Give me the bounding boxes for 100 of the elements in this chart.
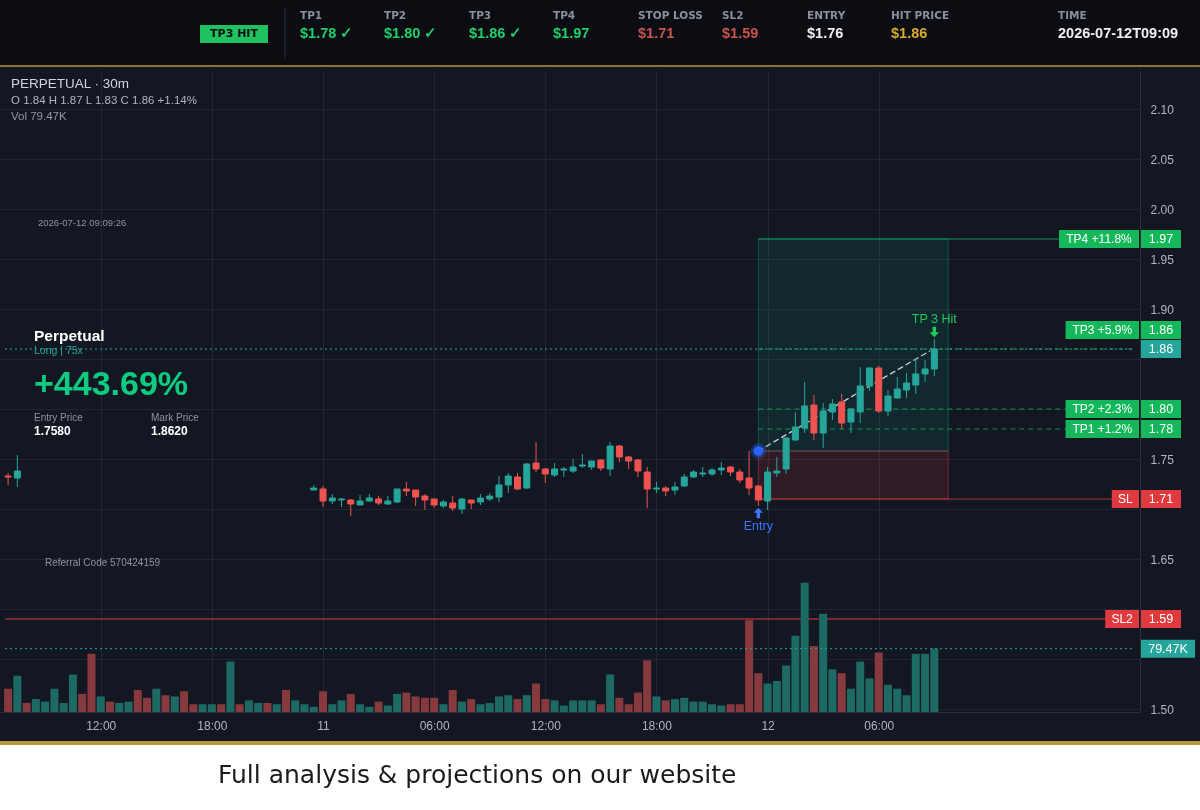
bar (170, 696, 179, 712)
annotation: 1.7580 (34, 424, 72, 438)
chart-title: PERPETUAL · 30m (11, 76, 130, 91)
legend-label: TP3 +5.9% (1072, 323, 1133, 337)
bar (281, 690, 290, 712)
bar (328, 704, 337, 712)
annotation: 1.8620 (151, 424, 189, 438)
candlestick (912, 358, 920, 395)
annotation: Vol 79.47K (11, 110, 67, 122)
annotation: 1.97 (1148, 232, 1174, 246)
annotation: 1.86 (1148, 323, 1174, 337)
candlestick (838, 393, 846, 430)
bar (652, 696, 661, 712)
bar (217, 704, 226, 712)
bar (235, 704, 244, 712)
bar (346, 693, 355, 712)
annotation: 2026-07-12 09:09:26 (38, 217, 127, 228)
candlestick (569, 458, 577, 474)
annotation: Entry (743, 519, 774, 533)
bar (457, 701, 466, 712)
bar (319, 691, 328, 712)
text: $1.78 ✓ (300, 25, 354, 41)
x-tick-label: 12:00 (530, 718, 562, 733)
bar (13, 675, 22, 712)
annotation: 1.71 (1148, 492, 1174, 506)
candlestick (495, 475, 503, 503)
ref-line-label: SL2 (1111, 612, 1134, 626)
annotation: Mark Price (151, 412, 200, 423)
bar (522, 695, 531, 712)
bar (96, 696, 105, 712)
y-tick-label: 1.65 (1150, 552, 1175, 567)
ref-line-label: TP1 +1.2% (1072, 422, 1133, 436)
x-tick-label: 18:00 (641, 718, 673, 733)
bar (337, 700, 346, 712)
category-label: SL2 (722, 9, 744, 21)
candlestick (828, 398, 836, 421)
category-label: TP3 (469, 9, 492, 21)
text: $1.71 (638, 25, 675, 41)
category-label: HIT PRICE (891, 9, 950, 21)
text: $1.86 ✓ (469, 25, 523, 41)
y-tick-label: 1.75 (1150, 452, 1175, 467)
candlestick (884, 389, 892, 417)
x-tick-label: 11 (317, 718, 331, 733)
candlestick (319, 485, 327, 508)
bar (4, 688, 13, 712)
bar (439, 704, 448, 712)
x-tick-label: 06:00 (419, 718, 450, 733)
annotation: Referral Code 570424159 (45, 557, 161, 568)
candlestick (847, 408, 855, 434)
ref-line-label: TP4 +11.8% (1066, 232, 1133, 246)
annotation: Perpetual (34, 327, 105, 344)
bar (513, 699, 522, 712)
bar (467, 699, 476, 712)
candlestick (921, 359, 929, 383)
y-tick-label: 2.00 (1150, 202, 1175, 217)
annotation: 1.86 (1148, 342, 1174, 356)
candlestick (421, 493, 429, 511)
candlestick (745, 450, 753, 496)
candlestick (671, 481, 679, 496)
annotation: +443.69% (34, 364, 189, 402)
ref-line-label: SL (1118, 492, 1134, 506)
bar (837, 673, 846, 712)
candlestick (754, 484, 762, 507)
y-tick-label: 2.10 (1150, 102, 1175, 117)
bar (809, 646, 818, 712)
x-tick-label: 18:00 (197, 718, 228, 733)
bar (874, 652, 883, 712)
ref-line-label: TP2 +2.3% (1072, 402, 1133, 416)
x-tick-label: 12 (761, 718, 776, 733)
candlestick (4, 472, 12, 486)
candlestick (819, 402, 827, 449)
candlestick (903, 372, 911, 399)
x-tick-label: 12:00 (86, 718, 117, 733)
text: $1.59 (722, 25, 759, 41)
text: $1.86 (891, 25, 928, 41)
y-tick-label: 1.95 (1150, 252, 1175, 267)
annotation: 1.78 (1148, 422, 1174, 436)
candlestick (801, 381, 809, 434)
candlestick (865, 366, 873, 392)
category-label: TP2 (384, 9, 407, 21)
category-label: TP1 (300, 9, 323, 21)
bar (596, 704, 605, 712)
annotation: Entry Price (34, 412, 84, 423)
candlestick (643, 466, 651, 509)
candlestick (791, 411, 799, 442)
bar (263, 702, 272, 712)
candlestick (532, 441, 540, 473)
text: Full analysis & projections on our website (218, 760, 737, 789)
bar (374, 701, 383, 712)
text: TP3 HIT (210, 27, 259, 40)
bar (587, 700, 596, 712)
annotation: TP 3 Hit (911, 312, 958, 326)
candlestick (356, 494, 364, 506)
bar (448, 690, 457, 712)
text: 2026-07-12T09:09 (1058, 25, 1179, 41)
bar (105, 701, 114, 712)
bar (161, 695, 170, 712)
ref-line-label: 79.47K (1148, 641, 1189, 656)
y-tick-label: 1.50 (1150, 702, 1175, 717)
text: $1.76 (807, 25, 844, 41)
